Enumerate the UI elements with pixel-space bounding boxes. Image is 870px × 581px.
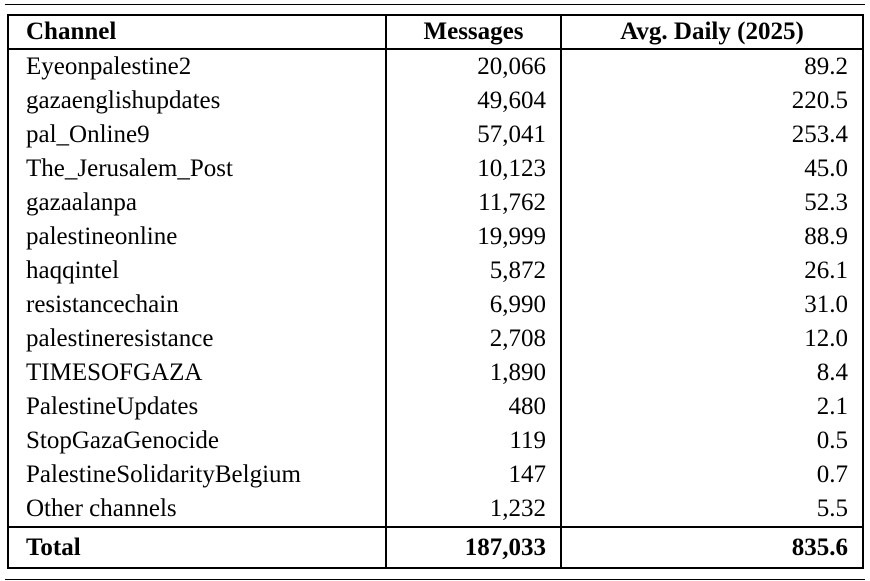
table-row: palestineresistance 2,708 12.0 — [8, 322, 863, 356]
messages-cell: 19,999 — [386, 220, 562, 254]
header-messages: Messages — [386, 15, 562, 50]
messages-cell: 1,232 — [386, 492, 562, 527]
total-label: Total — [8, 526, 387, 568]
table-row: The_Jerusalem_Post 10,123 45.0 — [8, 152, 863, 186]
table-row: PalestineUpdates 480 2.1 — [8, 390, 863, 424]
table-header-row: Channel Messages Avg. Daily (2025) — [8, 15, 863, 50]
table-row: pal_Online9 57,041 253.4 — [8, 118, 863, 152]
total-messages: 187,033 — [386, 526, 562, 568]
messages-cell: 10,123 — [386, 152, 562, 186]
avg-daily-cell: 0.7 — [816, 461, 848, 488]
messages-cell: 1,890 — [386, 356, 562, 390]
table-total-row: Total 187,033 835.6 — [8, 526, 863, 568]
channel-cell: gazaalanpa — [8, 186, 387, 220]
channel-cell: haqqintel — [8, 254, 387, 288]
messages-cell: 147 — [386, 458, 562, 492]
messages-cell: 57,041 — [386, 118, 562, 152]
channel-cell: StopGazaGenocide — [8, 424, 387, 458]
avg-daily-cell: 89.2 — [804, 53, 848, 80]
avg-daily-cell: 0.5 — [816, 427, 848, 454]
channel-cell: PalestineSolidarityBelgium — [8, 458, 387, 492]
header-channel: Channel — [8, 15, 387, 50]
avg-daily-cell: 45.0 — [804, 155, 848, 182]
channels-table: Channel Messages Avg. Daily (2025) Eyeon… — [7, 14, 864, 569]
table-row: haqqintel 5,872 26.1 — [8, 254, 863, 288]
avg-daily-cell: 26.1 — [804, 257, 848, 284]
channel-cell: PalestineUpdates — [8, 390, 387, 424]
table-figure-frame: Channel Messages Avg. Daily (2025) Eyeon… — [5, 4, 865, 580]
table-row: resistancechain 6,990 31.0 — [8, 288, 863, 322]
avg-daily-cell: 220.5 — [791, 87, 848, 114]
table-row: PalestineSolidarityBelgium 147 0.7 — [8, 458, 863, 492]
avg-daily-cell: 2.1 — [816, 393, 848, 420]
table-row: Other channels 1,232 5.5 — [8, 492, 863, 527]
channel-cell: pal_Online9 — [8, 118, 387, 152]
table-row: StopGazaGenocide 119 0.5 — [8, 424, 863, 458]
avg-daily-cell: 5.5 — [816, 495, 848, 522]
messages-cell: 11,762 — [386, 186, 562, 220]
messages-cell: 119 — [386, 424, 562, 458]
channel-cell: TIMESOFGAZA — [8, 356, 387, 390]
channel-cell: gazaenglishupdates — [8, 84, 387, 118]
messages-cell: 5,872 — [386, 254, 562, 288]
table-row: Eyeonpalestine2 20,066 89.2 — [8, 49, 863, 84]
avg-daily-cell: 88.9 — [804, 223, 848, 250]
messages-cell: 6,990 — [386, 288, 562, 322]
avg-daily-cell: 12.0 — [804, 325, 848, 352]
avg-daily-cell: 253.4 — [791, 121, 848, 148]
channel-cell: resistancechain — [8, 288, 387, 322]
table-row: TIMESOFGAZA 1,890 8.4 — [8, 356, 863, 390]
avg-daily-cell: 31.0 — [804, 291, 848, 318]
messages-cell: 2,708 — [386, 322, 562, 356]
avg-daily-cell: 8.4 — [816, 359, 848, 386]
table-row: gazaenglishupdates 49,604 220.5 — [8, 84, 863, 118]
channel-cell: Other channels — [8, 492, 387, 527]
avg-daily-cell: 52.3 — [804, 189, 848, 216]
messages-cell: 20,066 — [386, 49, 562, 84]
messages-cell: 49,604 — [386, 84, 562, 118]
total-avg-daily: 835.6 — [561, 526, 863, 568]
header-avg-daily: Avg. Daily (2025) — [561, 15, 863, 50]
channel-cell: palestineresistance — [8, 322, 387, 356]
table-row: palestineonline 19,999 88.9 — [8, 220, 863, 254]
channel-cell: The_Jerusalem_Post — [8, 152, 387, 186]
channel-cell: Eyeonpalestine2 — [8, 49, 387, 84]
messages-cell: 480 — [386, 390, 562, 424]
table-row: gazaalanpa 11,762 52.3 — [8, 186, 863, 220]
channel-cell: palestineonline — [8, 220, 387, 254]
